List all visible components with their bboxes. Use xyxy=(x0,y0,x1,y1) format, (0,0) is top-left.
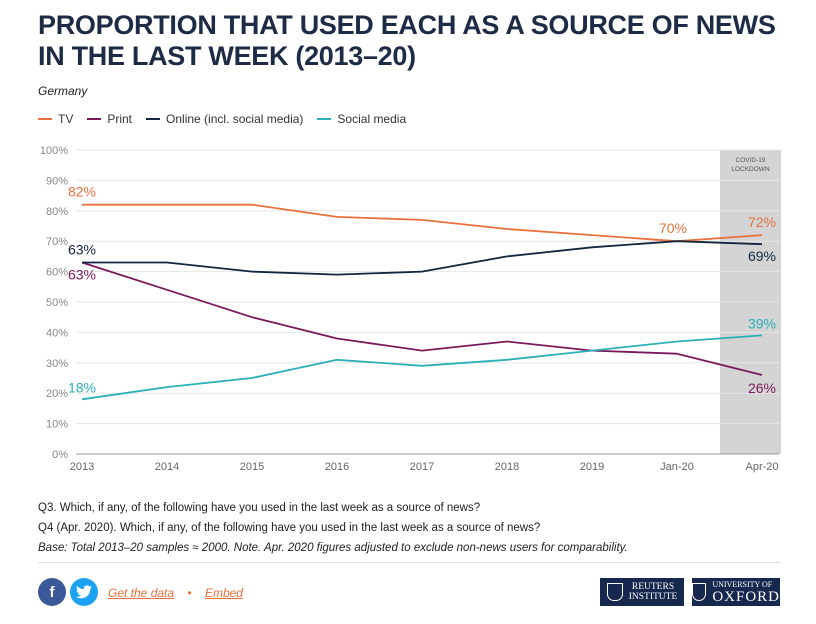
reuters-line1: REUTERS xyxy=(631,582,675,592)
legend-label-social: Social media xyxy=(337,112,407,126)
twitter-bird-icon xyxy=(76,585,92,599)
chart-legend: TV Print Online (incl. social media) Soc… xyxy=(38,112,420,126)
x-tick-label: 2017 xyxy=(410,461,434,473)
data-label: 70% xyxy=(659,220,687,236)
legend-swatch-online xyxy=(146,118,161,120)
note-q3: Q3. Which, if any, of the following have… xyxy=(38,502,481,514)
y-tick-label: 40% xyxy=(46,327,68,339)
data-label: 39% xyxy=(748,315,776,331)
chart-subtitle: Germany xyxy=(38,84,88,98)
legend-swatch-social xyxy=(317,118,332,120)
x-tick-label: Jan-20 xyxy=(660,461,694,473)
series-line-print xyxy=(81,261,763,376)
x-tick-label: 2018 xyxy=(495,461,519,473)
chart-notes: Q3. Which, if any, of the following have… xyxy=(38,498,628,558)
chart-title: PROPORTION THAT USED EACH AS A SOURCE OF… xyxy=(38,10,776,71)
x-tick-label: 2015 xyxy=(240,461,264,473)
series-line-online-incl-social-media xyxy=(82,240,763,276)
legend-item-social: Social media xyxy=(317,112,406,126)
x-tick-label: Apr-20 xyxy=(745,461,778,473)
oxford-crest-icon xyxy=(692,583,707,601)
oxford-line2: OXFORD xyxy=(712,588,780,605)
link-separator: • xyxy=(187,586,192,600)
data-label: 18% xyxy=(68,379,96,395)
series-line-social-media xyxy=(81,334,763,401)
x-tick-label: 2013 xyxy=(70,461,94,473)
legend-swatch-print xyxy=(87,118,102,120)
legend-label-online: Online (incl. social media) xyxy=(166,112,304,126)
data-label: 69% xyxy=(748,248,776,264)
y-tick-label: 10% xyxy=(46,419,68,431)
legend-label-print: Print xyxy=(107,112,133,126)
x-tick-label: 2014 xyxy=(155,461,179,473)
y-tick-label: 90% xyxy=(46,175,68,187)
reuters-logo-text: REUTERS INSTITUTE xyxy=(629,582,678,602)
x-tick-label: 2019 xyxy=(580,461,604,473)
footer: f Get the data • Embed REUTERS INSTITUTE… xyxy=(38,578,780,608)
reuters-line2: INSTITUTE xyxy=(628,592,678,602)
y-tick-label: 0% xyxy=(52,449,68,461)
data-label: 63% xyxy=(68,241,96,257)
lockdown-label: LOCKDOWN xyxy=(731,166,770,173)
legend-label-tv: TV xyxy=(58,112,74,126)
reuters-crest-icon xyxy=(606,583,623,601)
y-tick-label: 50% xyxy=(46,297,68,309)
oxford-logo[interactable]: UNIVERSITY OF OXFORD xyxy=(692,578,780,606)
data-label: 63% xyxy=(68,266,96,282)
embed-link[interactable]: Embed xyxy=(204,586,243,600)
twitter-icon[interactable] xyxy=(70,578,98,606)
reuters-institute-logo[interactable]: REUTERS INSTITUTE xyxy=(600,578,684,606)
y-tick-label: 100% xyxy=(40,145,68,157)
get-data-link[interactable]: Get the data xyxy=(108,586,175,600)
note-q4: Q4 (Apr. 2020). Which, if any, of the fo… xyxy=(38,522,541,534)
note-base: Base: Total 2013–20 samples ≈ 2000. Note… xyxy=(38,542,628,554)
legend-item-online: Online (incl. social media) xyxy=(146,112,303,126)
y-tick-label: 20% xyxy=(46,388,68,400)
legend-item-print: Print xyxy=(87,112,132,126)
series-line-tv xyxy=(82,203,763,243)
y-tick-label: 30% xyxy=(46,358,68,370)
x-tick-label: 2016 xyxy=(325,461,349,473)
footer-divider xyxy=(38,562,780,563)
legend-swatch-tv xyxy=(38,118,52,120)
footer-links: Get the data • Embed xyxy=(108,586,243,600)
oxford-line1: UNIVERSITY OF xyxy=(712,579,773,589)
y-tick-label: 80% xyxy=(46,206,68,218)
lockdown-label: COVID-19 xyxy=(736,157,766,164)
y-tick-label: 70% xyxy=(46,236,68,248)
data-label: 72% xyxy=(748,214,776,230)
data-label: 82% xyxy=(68,184,96,200)
legend-item-tv: TV xyxy=(38,112,73,126)
line-chart: COVID-19 LOCKDOWN 0% 10% 20% 30% 40% 50% 60% 70% 8… xyxy=(40,145,781,473)
y-tick-label: 60% xyxy=(46,267,68,279)
data-label: 26% xyxy=(748,380,776,396)
oxford-logo-text: UNIVERSITY OF OXFORD xyxy=(712,580,780,605)
facebook-icon[interactable]: f xyxy=(38,578,66,606)
